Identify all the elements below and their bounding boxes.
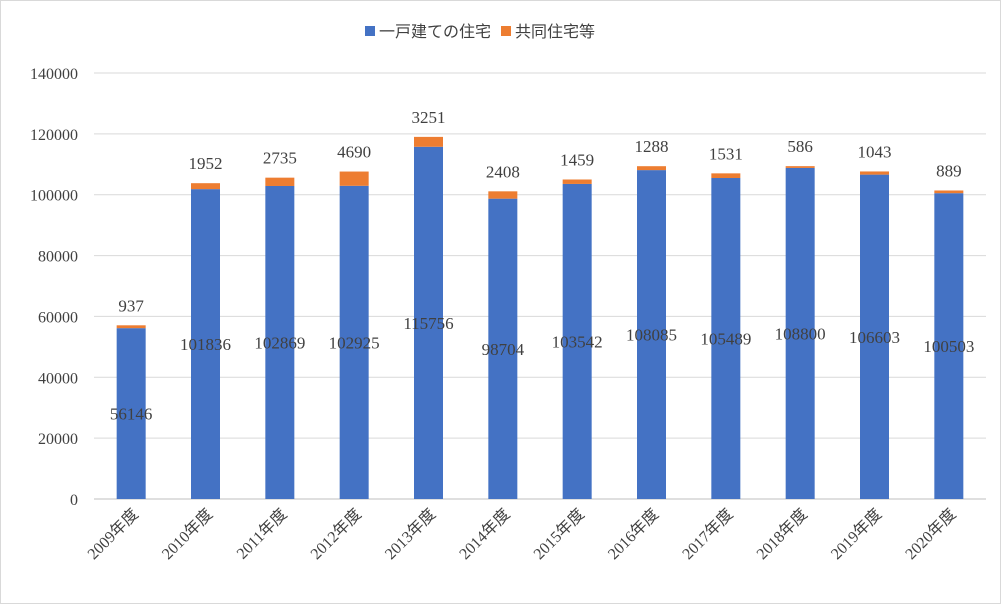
data-label-detached-house: 102869 [254, 333, 305, 352]
x-tick-label: 2014年度 [456, 505, 514, 563]
y-tick-label: 140000 [30, 66, 78, 83]
data-label-apartment: 1043 [858, 142, 892, 161]
data-label-apartment: 889 [936, 161, 962, 180]
legend: 一戸建ての住宅 共同住宅等 [365, 23, 595, 41]
bar-detached-house [785, 167, 815, 500]
data-label-apartment: 3251 [412, 108, 446, 127]
legend-label: 共同住宅等 [515, 23, 595, 41]
data-label-detached-house: 56146 [110, 405, 153, 424]
y-tick-label: 60000 [38, 309, 78, 326]
bar-apartment [191, 183, 220, 190]
data-label-apartment: 1288 [635, 137, 669, 156]
data-label-detached-house: 105489 [700, 330, 751, 349]
y-tick-label: 40000 [38, 370, 78, 387]
data-label-apartment: 937 [118, 296, 144, 315]
y-tick-label: 20000 [38, 431, 78, 448]
bar-apartment [116, 325, 146, 329]
data-label-apartment: 2735 [263, 149, 297, 168]
bar-apartment [562, 179, 592, 184]
bar-apartment [934, 190, 964, 194]
x-tick-label: 2017年度 [679, 505, 737, 563]
bar-detached-house [562, 183, 592, 499]
legend-swatch [365, 26, 375, 36]
bars [116, 136, 964, 500]
bar-detached-house [265, 185, 295, 500]
data-label-apartment: 1531 [709, 144, 743, 163]
bar-detached-house [637, 170, 666, 499]
bar-detached-house [191, 189, 220, 499]
bar-detached-house [488, 198, 518, 499]
data-label-apartment: 1459 [560, 150, 594, 169]
data-label-detached-house: 108085 [626, 326, 677, 345]
y-tick-label: 100000 [30, 188, 78, 205]
x-tick-label: 2019年度 [827, 505, 885, 563]
data-label-apartment: 586 [787, 137, 813, 156]
bar-apartment [711, 173, 741, 179]
bar-apartment [265, 177, 295, 186]
data-label-detached-house: 103542 [552, 332, 603, 351]
data-label-detached-house: 108800 [775, 324, 826, 343]
x-tick-label: 2015年度 [530, 505, 588, 563]
bar-detached-house [116, 328, 146, 499]
bar-detached-house [339, 185, 369, 499]
legend-swatch [501, 26, 511, 36]
bar-detached-house [860, 174, 889, 499]
bar-detached-house [934, 193, 964, 500]
data-label-detached-house: 106603 [849, 328, 900, 347]
x-tick-label: 2016年度 [604, 505, 662, 563]
bar-apartment [785, 166, 815, 168]
bar-apartment [637, 166, 666, 171]
data-label-apartment: 1952 [189, 154, 223, 173]
data-label-apartment: 2408 [486, 162, 520, 181]
data-label-detached-house: 101836 [180, 335, 231, 354]
bar-apartment [339, 171, 369, 186]
data-label-detached-house: 98704 [482, 340, 525, 359]
x-axis-ticks: 2009年度 2010年度 2011年度 2012年度 2013年度 2014年度 2015… [84, 505, 960, 563]
bar-apartment [860, 171, 889, 175]
data-label-detached-house: 100503 [923, 337, 974, 356]
data-label-apartment: 4690 [337, 143, 371, 162]
x-tick-label: 2010年度 [158, 505, 216, 563]
y-tick-label: 80000 [38, 249, 78, 266]
legend-label: 一戸建ての住宅 [379, 23, 491, 41]
bar-apartment [414, 136, 443, 147]
x-tick-label: 2013年度 [381, 505, 439, 563]
x-tick-label: 2009年度 [84, 505, 142, 563]
data-labels: 56146 937 101836 1952 102869 2735 102925 4690 11… [110, 108, 974, 424]
y-tick-label: 0 [70, 492, 78, 509]
x-tick-label: 2018年度 [753, 505, 811, 563]
data-label-detached-house: 102925 [329, 333, 380, 352]
bar-detached-house [711, 178, 741, 500]
y-tick-label: 120000 [30, 127, 78, 144]
bar-apartment [488, 191, 518, 199]
x-tick-label: 2012年度 [307, 505, 365, 563]
gridlines [94, 72, 986, 500]
data-label-detached-house: 115756 [403, 314, 453, 333]
bar-detached-house [414, 146, 443, 499]
x-tick-label: 2020年度 [902, 505, 960, 563]
x-tick-label: 2011年度 [233, 505, 291, 563]
y-axis-ticks: 0 20000 40000 60000 80000 100000 120000 140000 [30, 66, 78, 509]
